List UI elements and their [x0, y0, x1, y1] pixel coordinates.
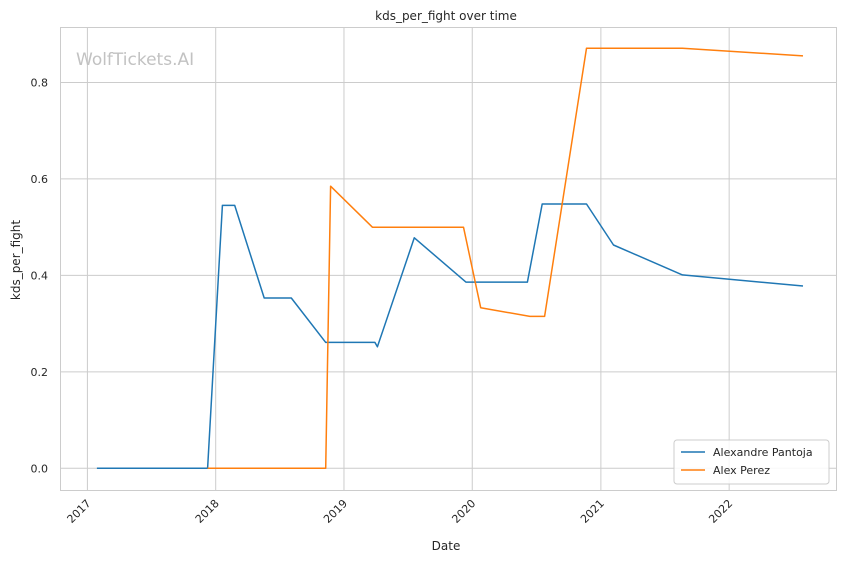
x-tick-label: 2017 — [65, 497, 94, 526]
legend-label-alexandre-pantoja: Alexandre Pantoja — [713, 446, 813, 459]
y-tick-label: 0.0 — [31, 462, 49, 475]
x-tick-labels: 2017 2018 2019 2020 2021 2022 — [65, 497, 736, 526]
series-layer — [96, 47, 804, 470]
legend: Alexandre Pantoja Alex Perez — [673, 439, 830, 485]
y-gridlines — [60, 81, 836, 469]
x-gridlines — [86, 27, 730, 490]
y-tick-label: 0.4 — [31, 269, 49, 282]
x-tick-label: 2019 — [321, 497, 350, 526]
y-tick-labels: 0.0 0.2 0.4 0.6 0.8 — [31, 76, 49, 475]
x-axis-title: Date — [432, 539, 461, 553]
y-tick-label: 0.6 — [31, 173, 49, 186]
x-tick-label: 2021 — [578, 497, 607, 526]
series-line-alexandre-pantoja — [96, 203, 804, 470]
plot-area — [60, 27, 837, 491]
legend-box — [673, 439, 830, 485]
series-line-alex-perez — [207, 47, 804, 470]
chart-title: kds_per_fight over time — [375, 9, 517, 23]
x-tick-label: 2022 — [706, 497, 735, 526]
legend-label-alex-perez: Alex Perez — [713, 464, 770, 477]
watermark: WolfTickets.AI — [76, 50, 194, 70]
y-axis-title: kds_per_fight — [9, 220, 23, 301]
x-tick-label: 2020 — [449, 497, 478, 526]
x-tick-label: 2018 — [193, 497, 222, 526]
y-tick-label: 0.2 — [31, 366, 49, 379]
y-tick-label: 0.8 — [31, 76, 49, 89]
